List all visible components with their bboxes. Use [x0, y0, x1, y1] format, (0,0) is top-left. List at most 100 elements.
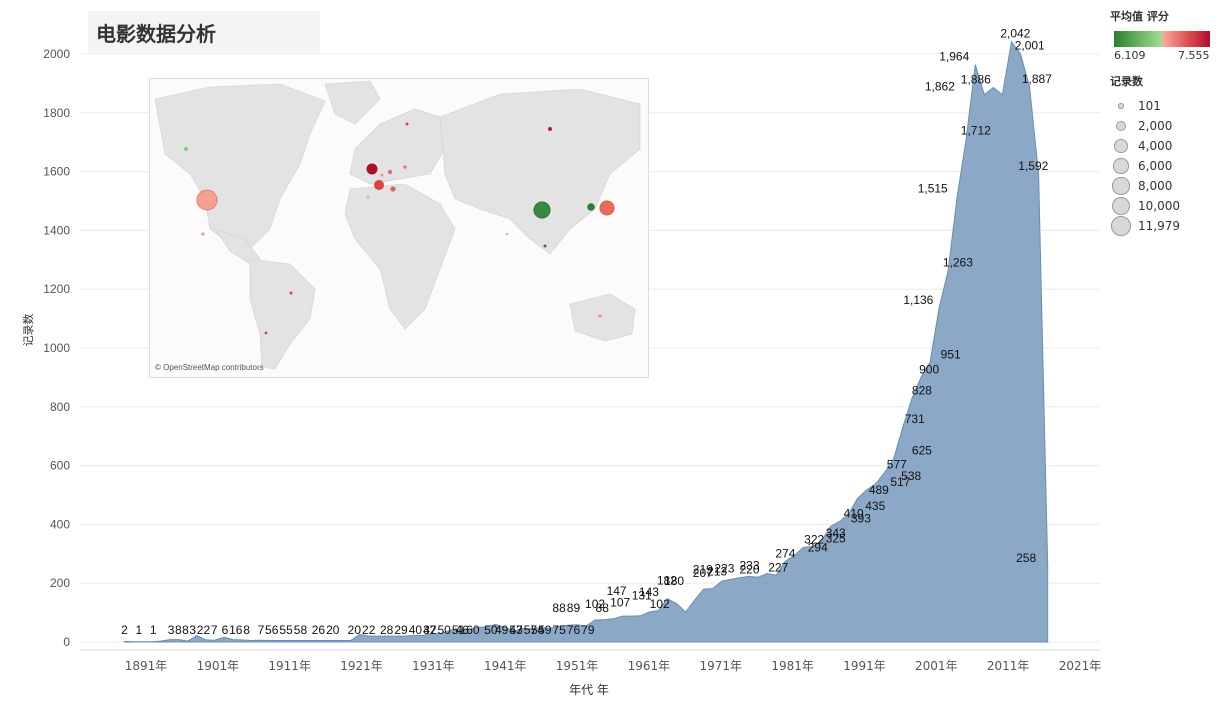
y-tick-label: 400	[50, 517, 70, 531]
data-label: 343	[826, 526, 846, 540]
data-label: 58	[294, 623, 308, 637]
data-label: 1,136	[903, 293, 933, 307]
y-axis-ticks: 0 200 400 600 800 1000 1200 1400 1600 1800 2000	[43, 47, 70, 649]
data-label: 1,592	[1018, 159, 1048, 173]
data-label: 76	[567, 623, 581, 637]
map-bubble[interactable]	[543, 244, 547, 248]
x-tick-label: 1911年	[268, 659, 311, 673]
y-tick-label: 1200	[43, 282, 70, 296]
y-tick-label: 800	[50, 400, 70, 414]
size-legend-item: 4,000	[1110, 136, 1225, 156]
map-bubble[interactable]	[390, 186, 396, 192]
map-bubble[interactable]	[289, 291, 293, 295]
map-bubble[interactable]	[387, 169, 393, 175]
size-legend-label: 11,979	[1138, 219, 1180, 233]
map-bubble[interactable]	[599, 200, 615, 216]
map-bubble[interactable]	[201, 232, 205, 236]
data-label: 102	[650, 597, 670, 611]
data-label: 2,042	[1000, 27, 1030, 41]
x-tick-label: 1901年	[197, 659, 240, 673]
data-label: 55	[279, 623, 293, 637]
world-map[interactable]: © OpenStreetMap contributors	[149, 78, 649, 378]
size-legend-item: 101	[1110, 96, 1225, 116]
data-label: 294	[808, 541, 828, 555]
data-label: 88	[596, 601, 610, 615]
data-label: 2,001	[1015, 39, 1045, 53]
y-tick-label: 1600	[43, 165, 70, 179]
data-label: 59	[538, 623, 552, 637]
map-bubble[interactable]	[405, 122, 409, 126]
data-label: 75	[552, 623, 566, 637]
data-label: 7	[211, 623, 218, 637]
map-attribution: © OpenStreetMap contributors	[155, 363, 264, 372]
size-legend-item: 6,000	[1110, 156, 1225, 176]
data-label: 1	[135, 623, 142, 637]
x-tick-label: 1971年	[699, 659, 742, 673]
map-bubble[interactable]	[533, 201, 551, 219]
data-label: 274	[775, 546, 795, 560]
data-label: 16	[229, 623, 243, 637]
data-label: 8	[175, 623, 182, 637]
data-label: 1,263	[943, 256, 973, 270]
data-label: 2	[121, 623, 128, 637]
map-bubble[interactable]	[587, 203, 595, 211]
y-tick-label: 600	[50, 459, 70, 473]
data-label: 147	[607, 584, 627, 598]
data-label: 42	[423, 623, 437, 637]
size-legend-dot	[1115, 120, 1127, 132]
data-label: 517	[890, 475, 910, 489]
asia-shape	[439, 88, 641, 255]
map-bubble[interactable]	[366, 163, 378, 175]
data-label: 46	[455, 623, 469, 637]
data-label: 57	[524, 623, 538, 637]
map-bubble[interactable]	[264, 331, 268, 335]
map-bubble[interactable]	[196, 189, 218, 211]
area-fill[interactable]	[123, 40, 1049, 643]
size-legend-item: 2,000	[1110, 116, 1225, 136]
data-label: 53	[509, 623, 523, 637]
data-label: 6	[222, 623, 229, 637]
data-label: 207	[693, 566, 713, 580]
data-label: 26	[312, 623, 326, 637]
map-bubble[interactable]	[366, 195, 370, 199]
data-label: 89	[567, 601, 581, 615]
data-label: 79	[581, 623, 595, 637]
x-tick-label: 1991年	[843, 659, 886, 673]
data-label: 951	[941, 347, 961, 361]
x-tick-label: 2001年	[915, 659, 958, 673]
map-bubble[interactable]	[598, 314, 602, 318]
data-label: 8	[182, 623, 189, 637]
map-bubble[interactable]	[505, 232, 509, 236]
africa-shape	[344, 183, 456, 330]
data-label: 143	[639, 585, 659, 599]
size-legend: 101 2,000 4,000 6,000 8,000 10,000 11,979	[1110, 96, 1225, 236]
color-legend-max: 7.555	[1178, 49, 1210, 62]
color-gradient-bar	[1114, 31, 1210, 47]
map-bubble[interactable]	[403, 165, 407, 169]
size-legend-item: 8,000	[1110, 176, 1225, 196]
data-label: 22	[197, 623, 211, 637]
y-tick-label: 1800	[43, 106, 70, 120]
data-label: 1,964	[939, 50, 969, 64]
data-labels: 2 1 1 3 8 8 3 22 7 6 16 8 7 56 55 58 26 20 20 22 28 29 40 42 50 5…	[121, 27, 1052, 637]
data-label: 8	[243, 623, 250, 637]
y-axis-label: 记录数	[22, 314, 35, 347]
data-label: 60	[466, 623, 480, 637]
data-label: 7	[258, 623, 265, 637]
y-tick-label: 200	[50, 576, 70, 590]
x-tick-label: 1951年	[556, 659, 599, 673]
map-bubble[interactable]	[380, 173, 384, 177]
data-label: 258	[1016, 551, 1036, 565]
data-label: 37	[423, 623, 437, 637]
data-label: 1,886	[961, 73, 991, 87]
data-label: 489	[869, 483, 889, 497]
data-label: 29	[394, 623, 408, 637]
map-bubble[interactable]	[183, 146, 189, 152]
south-america-shape	[249, 258, 316, 370]
x-tick-label: 1891年	[125, 659, 168, 673]
data-label: 435	[865, 499, 885, 513]
north-america-shape	[154, 83, 326, 250]
color-legend-labels: 6.109 7.555	[1110, 49, 1225, 65]
map-bubble[interactable]	[548, 127, 552, 131]
map-bubble[interactable]	[374, 180, 384, 190]
